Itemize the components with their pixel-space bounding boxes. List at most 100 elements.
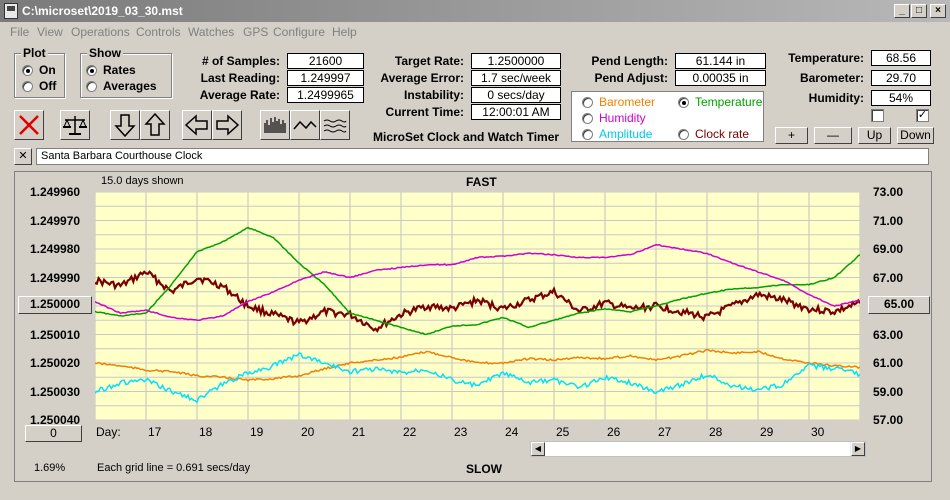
right-tick-label: 63.00 [873, 327, 904, 342]
barometer-option-label: Barometer [599, 95, 656, 109]
series-amplitude [95, 352, 860, 404]
menu-help[interactable]: Help [332, 25, 357, 39]
histogram-icon [264, 117, 286, 133]
noise-wave-icon [323, 119, 347, 133]
arrow-down-icon [114, 114, 136, 138]
maximize-button[interactable]: □ [911, 4, 927, 18]
left-checkbox[interactable] [871, 109, 884, 122]
scroll-right-button[interactable] [212, 110, 242, 140]
left-tick-label: 1.249970 [30, 213, 81, 228]
show-averages-label: Averages [103, 79, 157, 93]
right-tick-label: 59.00 [873, 384, 904, 399]
rate-center-button[interactable]: 1.250000 [18, 296, 92, 314]
menu-gps[interactable]: GPS [243, 25, 269, 39]
x-tick-label: 17 [148, 425, 162, 439]
temperature-field: 68.56 [871, 50, 931, 66]
scroll-down-button[interactable] [110, 110, 140, 140]
temperature-label: Temperature: [788, 51, 864, 65]
app-caption: MicroSet Clock and Watch Timer [373, 130, 560, 144]
clock-rate-radio[interactable] [678, 129, 689, 140]
up-button[interactable]: Up [858, 127, 891, 144]
scale-icon [63, 116, 87, 135]
menu-file[interactable]: File [10, 25, 30, 39]
plot-on-label: On [39, 63, 56, 77]
samples-label: # of Samples: [201, 54, 280, 68]
fast-label: FAST [466, 175, 497, 189]
right-tick-label: 73.00 [873, 185, 904, 199]
plot-on-radio[interactable] [22, 65, 33, 76]
plot-group-label: Plot [21, 46, 48, 60]
amplitude-radio[interactable] [582, 129, 593, 140]
close-button[interactable]: × [930, 4, 946, 18]
barometer-radio[interactable] [582, 97, 593, 108]
slow-label: SLOW [466, 462, 502, 476]
barometer-field: 29.70 [871, 70, 931, 86]
scrollbar-thumb[interactable] [545, 442, 850, 456]
scroll-left-arrow[interactable]: ◀ [531, 442, 545, 456]
menu-bar: File View Operations Controls Watches GP… [0, 22, 950, 42]
plot-area[interactable] [95, 192, 860, 420]
down-button[interactable]: Down [897, 127, 934, 144]
right-tick-label: 57.00 [873, 413, 904, 427]
target-rate-field[interactable]: 1.2500000 [471, 53, 561, 69]
temperature-radio[interactable] [678, 97, 689, 108]
right-checkbox[interactable]: ✓ [916, 109, 929, 122]
left-tick-label: 1.249980 [30, 242, 81, 256]
percent-label: 1.69% [34, 462, 66, 474]
arrow-right-icon [216, 114, 240, 136]
series-temperature [95, 226, 860, 336]
clock-name-close-button[interactable]: ✕ [14, 148, 32, 165]
show-averages-radio[interactable] [86, 81, 97, 92]
histogram-button[interactable] [260, 110, 290, 140]
right-tick-label: 61.00 [873, 356, 904, 370]
time-scrollbar[interactable]: ◀ ▶ [530, 441, 866, 457]
left-tick-label: 1.250030 [30, 384, 81, 399]
clock-name-field[interactable]: Santa Barbara Courthouse Clock [36, 148, 929, 165]
amplitude-option-label: Amplitude [599, 127, 653, 141]
series-clock-rate [95, 270, 860, 333]
x-tick-label: 28 [709, 425, 723, 439]
samples-field: 21600 [287, 53, 364, 69]
humidity-radio[interactable] [582, 113, 593, 124]
menu-operations[interactable]: Operations [71, 25, 130, 39]
offset-button[interactable]: 0 [25, 425, 82, 442]
plus-button[interactable]: + [775, 127, 808, 144]
chart-frame [14, 171, 932, 482]
temp-center-button[interactable]: 65.00 [868, 296, 930, 314]
right-tick-label: 67.00 [873, 270, 904, 285]
clear-button[interactable] [14, 110, 44, 140]
humidity-field: 54% [871, 90, 931, 106]
scroll-left-button[interactable] [182, 110, 212, 140]
show-rates-radio[interactable] [86, 65, 97, 76]
right-tick-label: 71.00 [873, 213, 904, 228]
pend-adjust-label: Pend Adjust: [594, 71, 668, 85]
balance-button[interactable] [60, 110, 90, 140]
average-error-field: 1.7 sec/week [471, 70, 561, 86]
right-tick-label: 69.00 [873, 242, 904, 256]
pend-length-field: 61.144 in [675, 53, 766, 69]
temperature-option-label: Temperature [695, 95, 763, 109]
menu-view[interactable]: View [37, 25, 63, 39]
arrow-up-icon [144, 112, 166, 136]
line-plot-button[interactable] [290, 110, 320, 140]
last-reading-field: 1.249997 [287, 70, 364, 86]
menu-watches[interactable]: Watches [188, 25, 235, 39]
minimize-button[interactable]: _ [894, 4, 910, 18]
x-tick-label: 24 [505, 425, 519, 439]
x-tick-label: 19 [250, 425, 264, 439]
grid-note: Each grid line = 0.691 secs/day [97, 462, 251, 474]
scroll-right-arrow[interactable]: ▶ [851, 442, 865, 456]
scroll-up-button[interactable] [140, 110, 170, 140]
noise-plot-button[interactable] [320, 110, 350, 140]
pend-adjust-field[interactable]: 0.00035 in [675, 70, 766, 86]
x-tick-label: 23 [454, 425, 468, 439]
minus-button[interactable]: — [814, 127, 852, 144]
menu-controls[interactable]: Controls [136, 25, 181, 39]
instability-label: Instability: [403, 88, 464, 102]
current-time-label: Current Time: [385, 105, 464, 119]
plot-off-radio[interactable] [22, 81, 33, 92]
menu-configure[interactable]: Configure [273, 25, 326, 39]
x-tick-label: 29 [760, 425, 774, 439]
pend-length-label: Pend Length: [591, 54, 668, 68]
clock-rate-option-label: Clock rate [695, 127, 750, 141]
